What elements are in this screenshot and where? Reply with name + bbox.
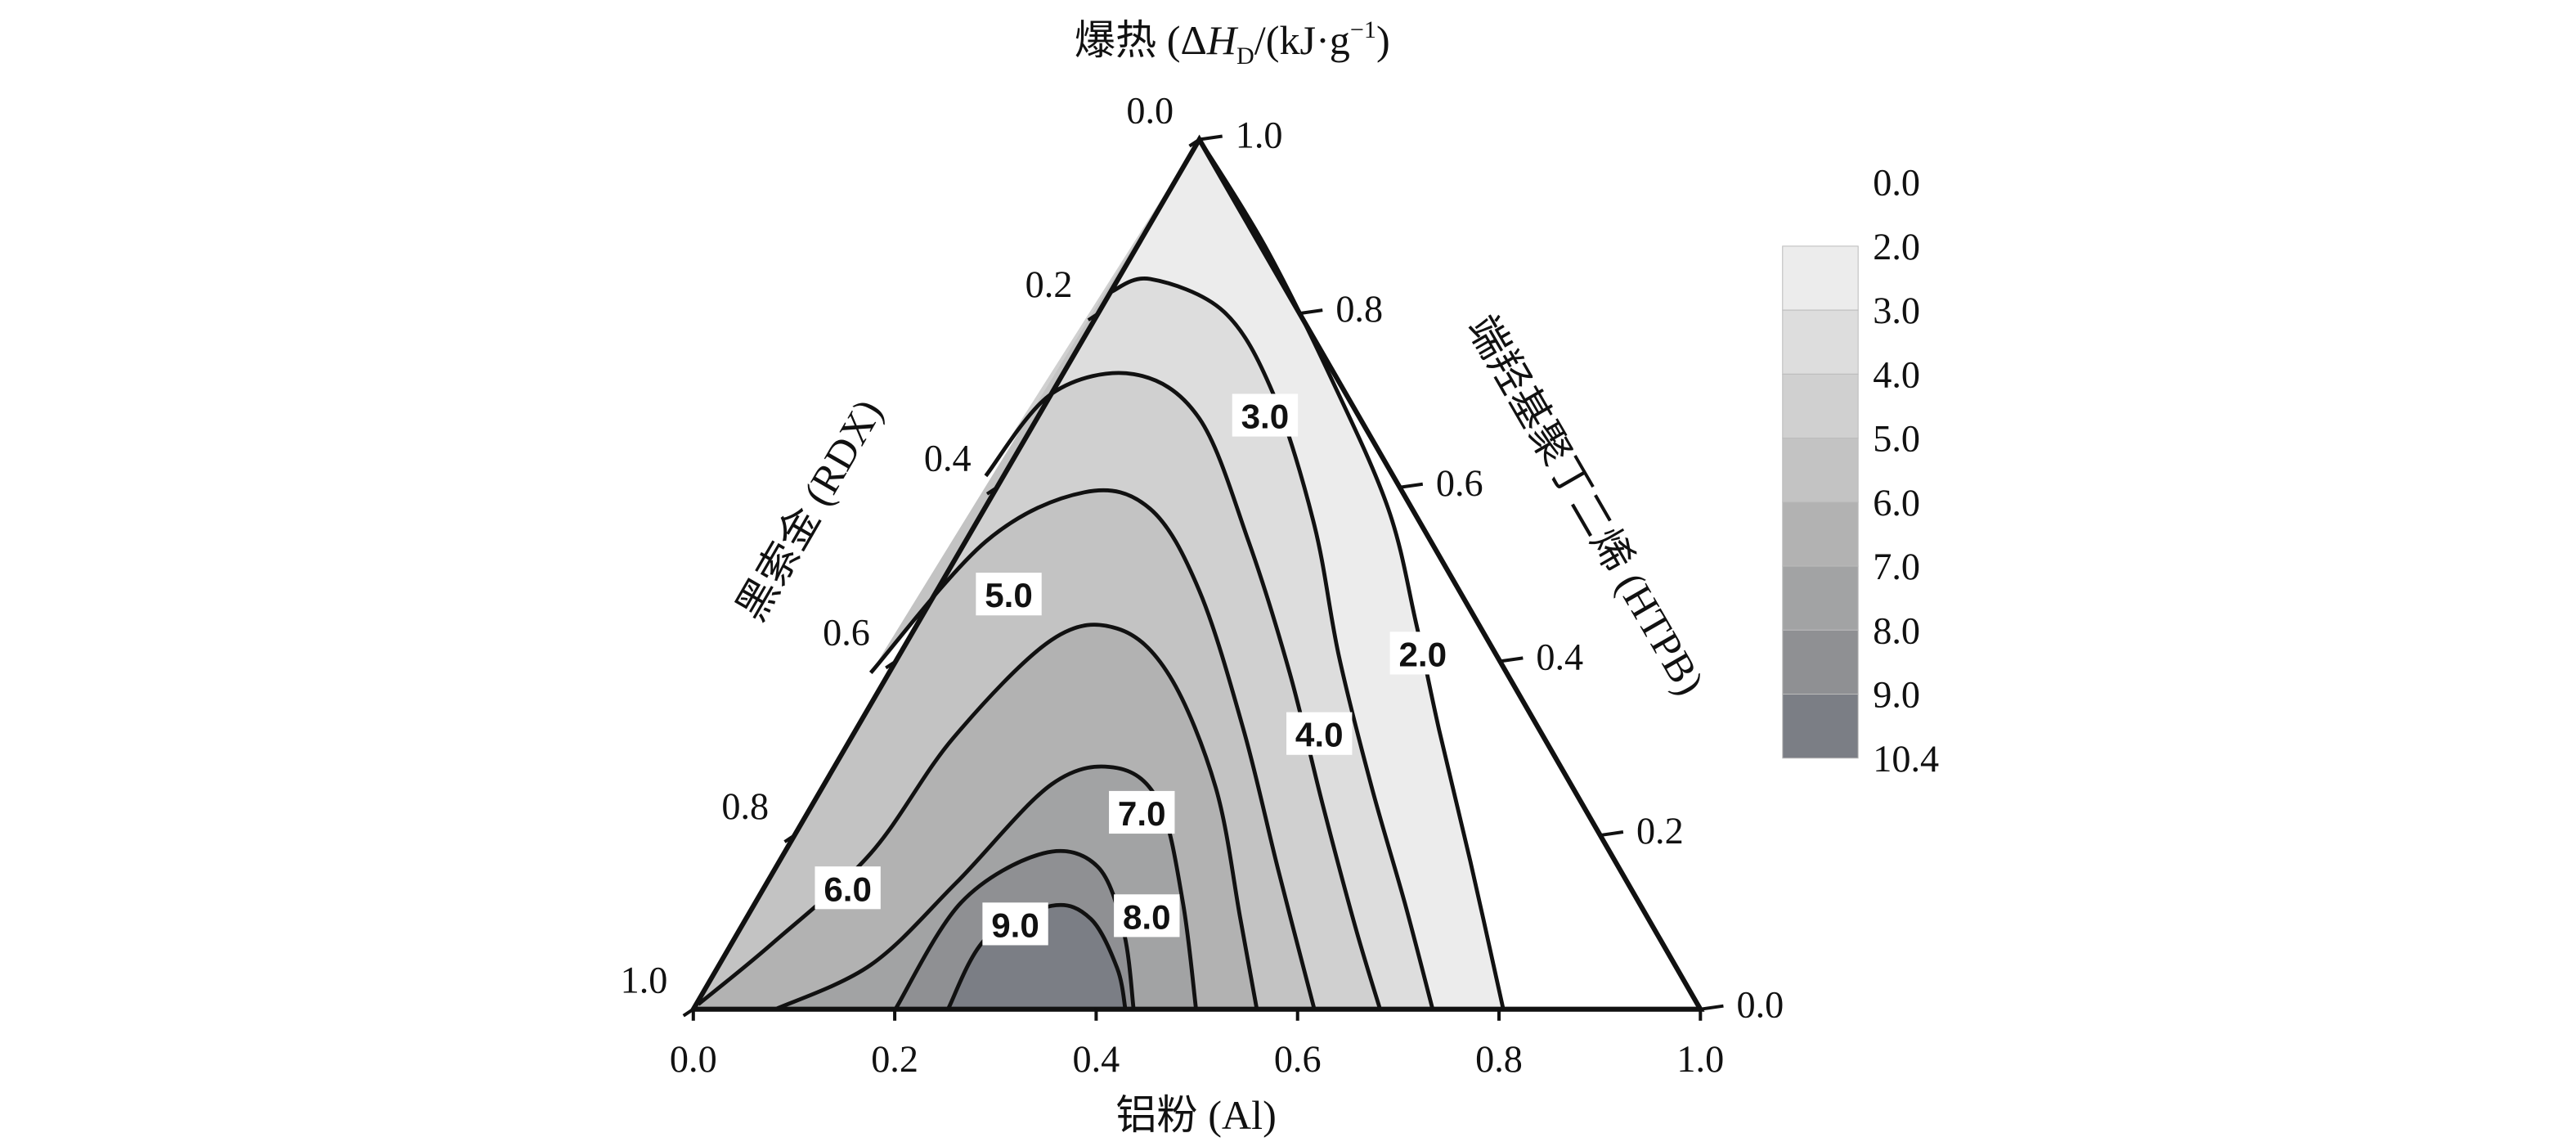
left-tick-label: 0.4 xyxy=(924,438,972,479)
title-part: −1 xyxy=(1350,16,1376,43)
contour-label: 4.0 xyxy=(1295,716,1344,754)
contour-band xyxy=(948,905,1126,1009)
x-tick-label: 1.0 xyxy=(1676,1038,1724,1080)
tick-mark xyxy=(885,659,897,670)
chart-title: 爆热 (ΔHD/(kJ·g−1) xyxy=(1075,16,1390,70)
contour-line xyxy=(868,488,1317,1010)
colorbar-swatch xyxy=(1782,245,1859,311)
right-tick-label: 0.6 xyxy=(1436,462,1483,504)
contour-label: 5.0 xyxy=(985,576,1033,614)
contour-line xyxy=(1197,138,1506,1010)
title-part: ) xyxy=(1376,17,1390,63)
right-tick-label: 0.4 xyxy=(1536,636,1583,677)
contour-label: 7.0 xyxy=(1118,794,1166,833)
left-tick-label: 0.6 xyxy=(823,611,870,653)
contour-label-box xyxy=(1114,894,1180,937)
x-tick-label: 0.0 xyxy=(670,1038,717,1080)
tick-mark xyxy=(1299,308,1323,316)
title-part: D xyxy=(1236,42,1254,70)
colorbar-swatch xyxy=(1782,373,1859,439)
right-axis-title: 端羟基聚丁二烯 (HTPB) xyxy=(1459,308,1713,703)
contour-line xyxy=(984,371,1382,1010)
tick-mark xyxy=(985,486,999,496)
colorbar-swatch xyxy=(1782,629,1859,695)
x-tick-label: 0.8 xyxy=(1475,1038,1523,1080)
x-tick-label: 0.4 xyxy=(1073,1038,1120,1080)
left-axis-title: 黑索金 (RDX) xyxy=(728,392,891,629)
colorbar-swatch xyxy=(1782,501,1859,567)
contour-label-box xyxy=(1109,790,1175,834)
contour-label: 2.0 xyxy=(1398,635,1447,673)
tick-mark xyxy=(1087,312,1099,321)
colorbar-label: 7.0 xyxy=(1873,546,1920,587)
x-axis-title: 铝粉 (Al) xyxy=(1115,1092,1277,1138)
contour-label-box xyxy=(982,902,1048,946)
colorbar-label: 9.0 xyxy=(1873,674,1920,716)
tick-mark xyxy=(783,834,796,843)
colorbar-label: 8.0 xyxy=(1873,609,1920,651)
title-part: 爆热 (Δ xyxy=(1075,17,1207,63)
contour-label: 9.0 xyxy=(991,906,1039,944)
contour-label: 6.0 xyxy=(824,870,872,908)
contour-label: 3.0 xyxy=(1241,398,1290,436)
right-tick-label: 0.0 xyxy=(1737,984,1784,1026)
right-tick-label: 0.2 xyxy=(1636,810,1684,852)
colorbar-swatch xyxy=(1782,309,1859,375)
tick-mark xyxy=(1600,830,1624,838)
left-tick-label: 0.2 xyxy=(1025,263,1073,305)
title-part: /(kJ·g xyxy=(1254,17,1350,63)
left-tick-label: 0.8 xyxy=(721,785,769,827)
contour-line xyxy=(946,902,1128,1010)
colorbar-label: 2.0 xyxy=(1873,226,1920,268)
tick-mark xyxy=(1188,137,1200,148)
right-tick-label: 0.8 xyxy=(1335,288,1383,330)
contour-label-box xyxy=(976,573,1042,616)
colorbar-label: 6.0 xyxy=(1873,482,1920,524)
tick-mark xyxy=(1499,656,1524,663)
contour-label-box xyxy=(1389,632,1456,675)
tick-mark xyxy=(1199,134,1223,142)
right-tick-label: 1.0 xyxy=(1236,115,1283,156)
x-tick-label: 0.2 xyxy=(871,1038,918,1080)
colorbar-swatch xyxy=(1782,565,1859,631)
ternary-frame xyxy=(689,134,1705,1012)
colorbar-label: 4.0 xyxy=(1873,353,1920,395)
left-tick-label: 0.0 xyxy=(1126,89,1174,131)
colorbar-label: 3.0 xyxy=(1873,290,1920,331)
x-tick-label: 0.6 xyxy=(1274,1038,1322,1080)
contour-line xyxy=(1110,277,1435,1010)
contour-label-box xyxy=(815,866,881,910)
contour-label-box xyxy=(1232,393,1299,437)
title-part: H xyxy=(1206,17,1239,63)
colorbar-label: 5.0 xyxy=(1873,418,1920,460)
colorbar-label: 10.4 xyxy=(1873,738,1939,780)
tick-mark xyxy=(1700,1004,1724,1011)
colorbar-swatch xyxy=(1782,694,1859,759)
contour-label-box xyxy=(1286,712,1353,755)
contour-line xyxy=(774,764,1198,1011)
colorbar-swatch xyxy=(1782,438,1859,503)
left-tick-label: 1.0 xyxy=(621,960,668,1001)
tick-mark xyxy=(1399,482,1424,489)
tick-mark xyxy=(682,1008,694,1018)
colorbar-label: 0.0 xyxy=(1873,162,1920,204)
contour-label: 8.0 xyxy=(1123,897,1171,936)
